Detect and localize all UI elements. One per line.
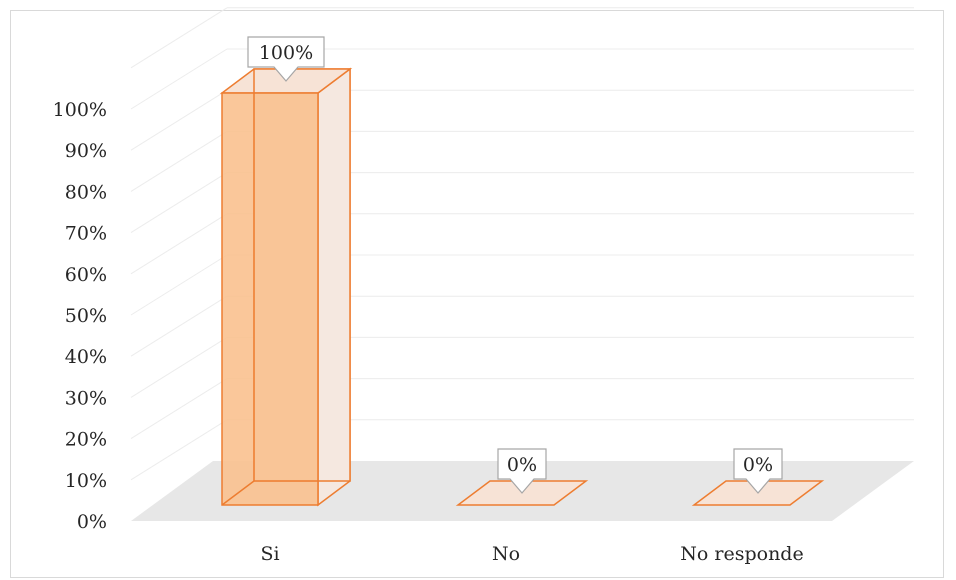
y-tick-label: 100% [53, 99, 107, 121]
y-tick-label: 20% [65, 429, 107, 451]
gridline-side [130, 48, 228, 110]
y-tick-label: 60% [65, 264, 107, 286]
data-label: 0% [497, 448, 547, 494]
gridline-side [130, 172, 228, 234]
gridline-side [130, 254, 228, 316]
data-label-text: 0% [507, 454, 537, 476]
y-tick-label: 80% [65, 181, 107, 203]
gridline-side [130, 7, 228, 69]
gridline-side [130, 295, 228, 357]
data-label-callout [733, 448, 783, 494]
y-tick-label: 70% [65, 223, 107, 245]
bar-side-face [317, 67, 351, 507]
y-tick-label: 0% [77, 511, 107, 533]
gridline-side [130, 378, 228, 440]
category-label: Si [260, 543, 279, 565]
gridline-side [130, 213, 228, 275]
data-label-text: 100% [259, 42, 313, 64]
gridline-side [130, 419, 228, 481]
gridline-side [130, 130, 228, 192]
category-label: No [492, 543, 520, 565]
bar-front-face [221, 92, 319, 506]
y-tick-label: 50% [65, 305, 107, 327]
y-tick-label: 90% [65, 140, 107, 162]
data-label-text: 0% [743, 454, 773, 476]
data-label: 100% [247, 36, 325, 82]
data-label: 0% [733, 448, 783, 494]
x-axis-categories: Si No No responde [260, 543, 803, 565]
bars [219, 67, 825, 507]
y-tick-label: 10% [65, 470, 107, 492]
data-labels: 100% 0% 0% [247, 36, 783, 494]
category-label: No responde [680, 543, 803, 565]
gridline-side [130, 336, 228, 398]
y-axis-ticks: 0% 10% 20% 30% 40% 50% 60% 70% 80% 90% 100% [53, 99, 107, 533]
gridline-side [130, 89, 228, 151]
y-tick-label: 40% [65, 346, 107, 368]
data-label-callout [497, 448, 547, 494]
bar-edge [221, 480, 255, 506]
bar [219, 67, 353, 507]
y-tick-label: 30% [65, 387, 107, 409]
data-label-callout [247, 36, 325, 82]
